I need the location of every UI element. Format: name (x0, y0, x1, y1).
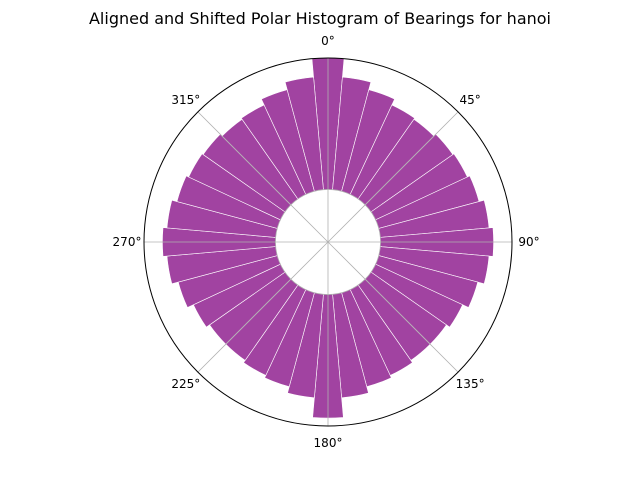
angle-tick-315: 315° (171, 93, 200, 107)
grid-spoke-315 (197, 111, 329, 243)
angle-tick-90: 90° (518, 235, 539, 249)
angle-tick-45: 45° (459, 93, 480, 107)
grid-lines (144, 58, 512, 426)
angle-tick-0: 0° (321, 34, 335, 48)
angle-tick-225: 225° (171, 377, 200, 391)
angle-tick-180: 180° (314, 436, 343, 450)
grid-spoke-225 (197, 241, 329, 373)
chart-title: Aligned and Shifted Polar Histogram of B… (89, 9, 551, 28)
grid-ring-0 (275, 189, 381, 295)
grid-spoke-135 (327, 241, 459, 373)
grid-spoke-45 (327, 111, 459, 243)
outer-frame (143, 57, 513, 427)
angle-tick-labels: 0° 45° 90° 135° 180° 225° 270° 315° (113, 34, 540, 450)
angle-tick-270: 270° (113, 235, 142, 249)
angle-tick-135: 135° (456, 377, 485, 391)
